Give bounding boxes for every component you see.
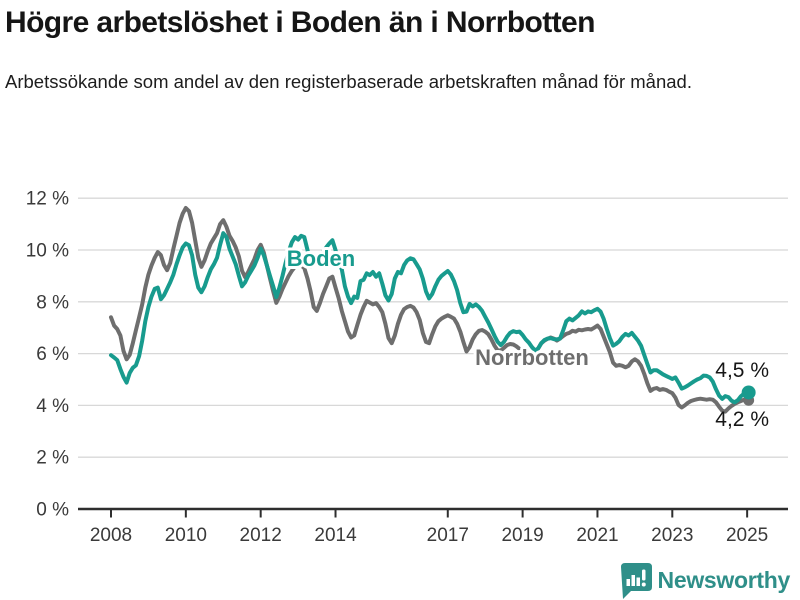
x-axis-tick-label: 2012	[240, 525, 282, 546]
series-label-boden: Boden	[287, 246, 355, 271]
y-axis-tick-label: 2 %	[36, 448, 69, 469]
boden-end-dot	[741, 385, 756, 400]
x-axis-tick-label: 2021	[576, 525, 618, 546]
page-title: Högre arbetslöshet i Boden än i Norrbott…	[5, 6, 595, 39]
chart-subtitle: Arbetssökande som andel av den registerb…	[5, 71, 692, 92]
x-axis-tick-label: 2017	[427, 525, 469, 546]
y-axis-tick-label: 6 %	[36, 344, 69, 365]
end-value-label-boden: 4,5 %	[715, 359, 769, 382]
end-value-label-norrbotten: 4,2 %	[715, 408, 769, 431]
series-label-norrbotten: Norrbotten	[475, 345, 589, 370]
x-axis-tick-label: 2025	[726, 525, 768, 546]
newsworthy-logo-text: Newsworthy	[657, 566, 791, 593]
y-axis-tick-label: 8 %	[36, 292, 69, 313]
bar-chart-speech-bubble-icon	[620, 562, 652, 599]
y-axis-tick-label: 4 %	[36, 396, 69, 417]
y-axis-tick-label: 12 %	[26, 189, 69, 210]
x-axis-tick-label: 2014	[314, 525, 357, 546]
x-axis-tick-label: 2008	[90, 525, 132, 546]
y-axis-tick-label: 0 %	[36, 500, 69, 521]
x-axis-tick-label: 2023	[651, 525, 693, 546]
boden-line	[109, 231, 750, 405]
x-axis-tick-label: 2019	[501, 525, 543, 546]
x-axis-tick-label: 2010	[165, 525, 207, 546]
norrbotten-line	[109, 206, 750, 414]
y-axis-tick-label: 10 %	[26, 241, 69, 262]
newsworthy-logo[interactable]: Newsworthy	[618, 561, 790, 599]
